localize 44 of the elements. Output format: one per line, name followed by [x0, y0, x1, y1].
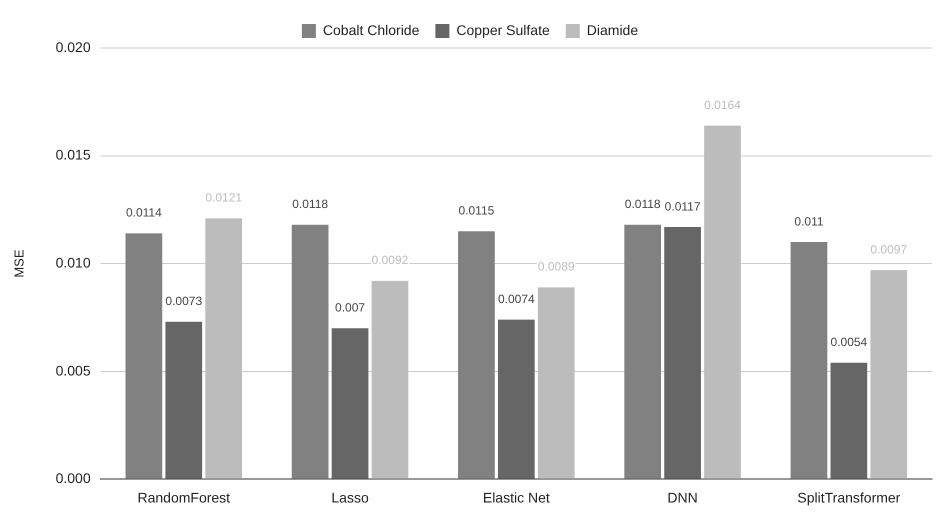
y-tick-label: 0.000	[56, 470, 91, 486]
data-label: 0.0117	[664, 199, 701, 214]
data-label: 0.0073	[165, 294, 202, 308]
legend-label: Cobalt Chloride	[322, 22, 420, 38]
bar	[870, 270, 908, 479]
data-label: 0.0097	[870, 242, 908, 256]
bar	[205, 218, 242, 479]
y-tick-label: 0.020	[56, 38, 91, 55]
bar	[790, 242, 828, 479]
data-label: 0.0089	[538, 260, 575, 274]
bar	[165, 322, 202, 479]
bar	[372, 280, 408, 479]
bar	[624, 224, 662, 479]
y-tick-label: 0.015	[56, 146, 91, 163]
legend-label: Diamide	[586, 22, 638, 38]
x-tick-label: DNN	[667, 489, 698, 506]
legend-label: Copper Sulfate	[456, 22, 550, 38]
data-label: 0.0074	[498, 292, 535, 306]
y-tick-label: 0.005	[56, 362, 91, 378]
bar	[458, 231, 495, 479]
bar	[538, 287, 575, 479]
bar	[332, 328, 368, 479]
y-axis-title: MSE	[11, 249, 26, 278]
bar	[830, 362, 868, 479]
data-label: 0.0164	[704, 98, 742, 112]
data-label: 0.007	[335, 300, 366, 315]
data-label: 0.0121	[205, 190, 242, 205]
bar	[126, 233, 162, 479]
x-tick-label: Lasso	[331, 489, 369, 506]
bar	[664, 226, 701, 479]
x-tick-label: RandomForest	[137, 489, 230, 506]
data-label: 0.011	[794, 214, 824, 228]
bar	[292, 224, 328, 479]
data-label: 0.0092	[372, 253, 409, 268]
data-label: 0.0115	[458, 204, 495, 218]
x-tick-label: SplitTransformer	[797, 489, 901, 506]
y-tick-label: 0.010	[56, 254, 91, 270]
bar	[498, 320, 535, 479]
x-tick-label: Elastic Net	[482, 489, 550, 506]
bar	[704, 126, 741, 479]
data-label: 0.0118	[624, 197, 661, 212]
data-label: 0.0114	[126, 206, 162, 220]
data-label: 0.0054	[830, 335, 868, 350]
data-label: 0.0118	[292, 197, 328, 212]
